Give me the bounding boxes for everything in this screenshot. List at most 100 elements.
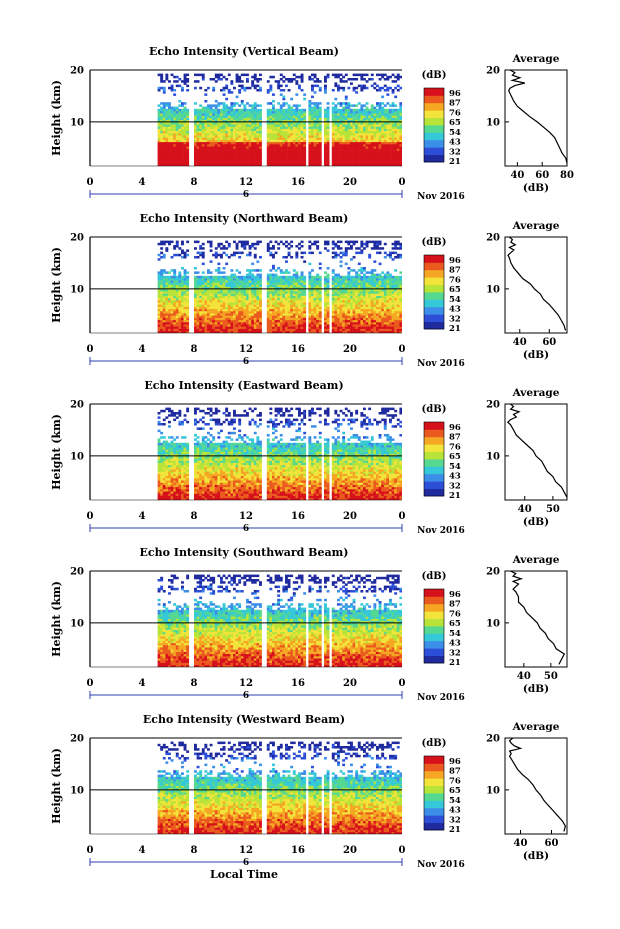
heatmap-cell [292, 269, 296, 272]
heatmap-cell [170, 280, 174, 283]
heatmap-cell [337, 163, 340, 166]
heatmap-cell [225, 280, 229, 283]
heatmap-cell [266, 137, 270, 140]
heatmap-cell [266, 117, 270, 121]
heatmap-cell [253, 313, 257, 316]
heatmap-cell [207, 306, 210, 310]
heatmap-cell [217, 262, 221, 266]
heatmap-cell [230, 319, 234, 323]
heatmap-cell [170, 163, 174, 166]
heatmap-cell [165, 111, 169, 114]
heatmap-cell [230, 311, 234, 314]
heatmap-cell [352, 313, 356, 316]
heatmap-cell [160, 311, 164, 314]
heatmap-cell [313, 293, 317, 296]
heatmap-cell [347, 117, 351, 121]
heatmap-cell [272, 155, 275, 158]
heatmap-cell [316, 128, 320, 132]
heatmap-cell [324, 119, 327, 123]
heatmap-cell [214, 159, 218, 162]
heatmap-cell [204, 144, 208, 147]
heatmap-cell [248, 113, 252, 116]
heatmap-cell [212, 144, 216, 147]
heatmap-cell [157, 126, 161, 129]
heatmap-cell [168, 152, 171, 156]
heatmap-cell [381, 159, 385, 162]
heatmap-cell [183, 75, 187, 79]
heatmap-cell [292, 273, 296, 277]
heatmap-cell [238, 328, 242, 332]
heatmap-cell [227, 315, 231, 318]
heatmap-cell [253, 302, 257, 305]
heatmap-cell [334, 330, 338, 333]
heatmap-cell [238, 115, 242, 118]
heatmap-cell [279, 89, 283, 92]
heatmap-cell [196, 108, 200, 112]
heatmap-cell [386, 78, 390, 81]
heatmap-cell [274, 289, 278, 292]
heatmap-cell [204, 93, 208, 96]
heatmap-cell [214, 311, 218, 314]
heatmap-cell [170, 275, 174, 279]
heatmap-cell [331, 328, 335, 332]
heatmap-cell [209, 297, 213, 301]
heatmap-cell [316, 311, 320, 314]
heatmap-cell [243, 247, 247, 250]
heatmap-cell [396, 141, 400, 145]
heatmap-cell [269, 328, 273, 332]
heatmap-cell [373, 159, 377, 162]
heatmap-cell [165, 119, 169, 123]
heatmap-cell [157, 258, 161, 261]
heatmap-cell [311, 159, 314, 162]
heatmap-cell [165, 126, 169, 129]
heatmap-cell [274, 113, 278, 116]
heatmap-cell [251, 324, 255, 327]
heatmap-cell [389, 111, 392, 114]
heatmap-cell [311, 317, 314, 321]
heatmap-cell [274, 282, 278, 285]
heatmap-cell [360, 308, 364, 312]
heatmap-cell [183, 278, 187, 281]
heatmap-cell [295, 161, 299, 165]
heatmap-cell [370, 104, 374, 107]
heatmap-cell [274, 330, 278, 333]
heatmap-cell [290, 128, 294, 132]
heatmap-cell [175, 317, 179, 321]
heatmap-cell [279, 289, 283, 292]
heatmap-cell [350, 161, 353, 165]
heatmap-cell [357, 315, 361, 318]
heatmap-cell [209, 284, 213, 288]
heatmap-cell [266, 326, 270, 329]
heatmap-cell [235, 293, 239, 296]
heatmap-cell [274, 308, 278, 312]
heatmap-cell [381, 86, 385, 90]
heatmap-cell [238, 124, 242, 127]
heatmap-cell [256, 144, 260, 147]
heatmap-cell [316, 122, 320, 125]
heatmap-cell [220, 282, 223, 285]
heatmap-cell [376, 126, 379, 129]
heatmap-cell [326, 295, 330, 299]
heatmap-cell [298, 304, 301, 307]
heatmap-cell [217, 124, 221, 127]
heatmap-cell [209, 124, 213, 127]
heatmap-cell [298, 75, 301, 79]
heatmap-cell [318, 113, 322, 116]
heatmap-cell [292, 300, 296, 303]
heatmap-cell [316, 133, 320, 136]
heatmap-cell [246, 102, 249, 105]
heatmap-cell [303, 128, 307, 132]
heatmap-cell [308, 108, 312, 112]
heatmap-cell [274, 302, 278, 305]
heatmap-cell [238, 117, 242, 121]
heatmap-cell [225, 126, 229, 129]
heatmap-cell [300, 328, 304, 332]
heatmap-cell [181, 152, 184, 156]
heatmap-cell [272, 319, 275, 323]
heatmap-cell [220, 102, 223, 105]
heatmap-cell [303, 293, 307, 296]
heatmap-cell [175, 150, 179, 154]
heatmap-cell [357, 150, 361, 154]
heatmap-cell [212, 89, 216, 92]
heatmap-cell [238, 317, 242, 321]
